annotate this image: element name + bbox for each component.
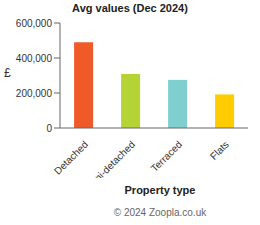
svg-text:400,000: 400,000 [16,53,53,64]
svg-text:Detached: Detached [52,139,90,177]
svg-text:Flats: Flats [208,139,231,162]
svg-text:Semi-detached: Semi-detached [82,139,137,178]
html-text:Avg values (Dec 2024): Avg values (Dec 2024) [72,2,188,14]
svg-text:600,000: 600,000 [16,18,53,29]
html-text:© 2024 Zoopla.co.uk: © 2024 Zoopla.co.uk [113,207,207,218]
svg-text:200,000: 200,000 [16,88,53,99]
html-text:Property type: Property type [124,184,196,196]
svg-text:Terraced: Terraced [149,139,184,174]
svg-text:0: 0 [46,123,52,134]
